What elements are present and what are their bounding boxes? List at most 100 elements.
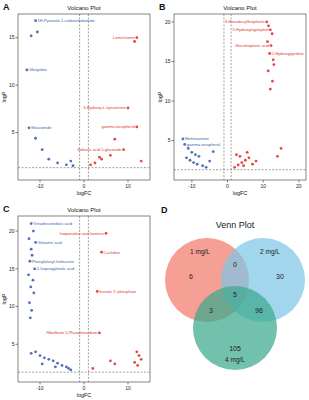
y-tick [16,268,19,269]
plot-area [18,216,150,382]
data-point [89,163,92,166]
data-point [30,248,33,251]
data-point [233,166,236,169]
threshold-line [79,14,80,180]
data-point [96,290,99,293]
data-point [127,107,130,110]
data-point [28,126,31,129]
y-tick-label: 15 [9,266,15,272]
region-count: 0 [233,261,237,268]
data-point [98,156,101,159]
data-point [69,369,72,372]
data-point [251,163,254,166]
data-point [56,162,59,165]
annotation: Riboflavin 5-Phosphosodium [46,330,98,335]
x-tick-label: 10 [260,183,266,189]
data-point [272,58,275,61]
y-tick [172,140,175,141]
plot-area [18,14,150,180]
y-tick [16,37,19,38]
chart-title: Venn Plot [216,220,255,230]
data-point [113,362,116,365]
data-point [192,161,195,164]
y-axis-label: logP [1,293,7,304]
plot-frame [174,14,306,180]
data-point [113,138,116,141]
data-point [30,309,33,312]
annotation: Stearamide [31,125,52,130]
data-point [39,354,42,357]
data-point [185,156,188,159]
y-tick-label: 5 [168,137,171,143]
annotation: 2-Isopropylmalic acid [37,266,75,271]
x-tick-label: 0 [83,183,86,189]
panel-label: A [3,2,10,12]
data-point [27,273,30,276]
panel: CVolcano Plot-100105101520logFClogPTetra… [1,204,150,398]
data-point [65,163,68,166]
threshold-line [88,216,89,382]
y-tick-label: 5 [12,341,15,347]
data-point [235,153,238,156]
y-tick [16,306,19,307]
y-tick [16,85,19,86]
region-count: 3 [209,307,213,314]
y-tick [16,231,19,232]
data-point [183,143,186,146]
data-point [196,163,199,166]
data-point [272,63,275,66]
data-point [122,148,125,151]
data-point [94,162,97,165]
data-point [136,364,139,367]
annotation: Tetradecanedioic acid [33,221,72,226]
data-point [43,356,46,359]
data-point [140,160,143,163]
data-point [140,358,143,361]
panel: DVenn Plot1 mg/L2 mg/L4 mg/L63010503965 [161,205,305,370]
data-point [47,358,50,361]
annotation: gamma-tocopherol [187,142,220,147]
data-point [237,164,240,167]
annotation: 3-Hexadecylthiophene [225,19,266,24]
annotation: Cuchiline [104,250,121,255]
y-tick-label: 10 [9,82,15,88]
x-tick-label: 0 [226,183,229,189]
x-axis-label: logFC [77,190,92,196]
data-point [56,362,59,365]
data-point [189,159,192,162]
panel: AVolcano Plot-1001051015logFClogP1H-Pyra… [1,2,150,196]
data-point [34,350,37,353]
data-point [190,151,193,154]
threshold-line [231,14,232,180]
annotation: 1H-Pyrazole-1-carboximidamide [38,18,96,23]
data-point [201,164,204,167]
data-point [69,160,72,163]
region-count: 5 [233,291,237,298]
data-point [135,36,138,39]
data-point [212,150,215,153]
annotation: 3-Hydroxy-L-kynurenine [83,105,126,110]
data-point [47,158,50,161]
figure: AVolcano Plot-1001051015logFClogP1H-Pyra… [0,0,309,400]
data-point [240,161,243,164]
data-point [109,359,112,362]
set-label: 1 mg/L [190,248,210,256]
data-point [30,352,33,355]
x-tick-label: -10 [36,385,43,391]
x-tick-label: 0 [83,385,86,391]
data-point [135,350,138,353]
data-point [270,44,273,47]
data-point [29,286,32,289]
data-point [267,70,270,73]
data-point [30,222,33,225]
data-point [32,279,35,282]
data-point [30,34,33,37]
y-tick [172,61,175,62]
data-point [265,21,268,24]
data-point [34,241,37,244]
threshold-line [18,167,150,168]
y-tick [172,100,175,101]
data-point [133,40,136,43]
annotation: Phenylalanyl-Isoleucine [32,259,75,264]
annotation: Sebacic acid 5-glucoside [77,147,122,152]
